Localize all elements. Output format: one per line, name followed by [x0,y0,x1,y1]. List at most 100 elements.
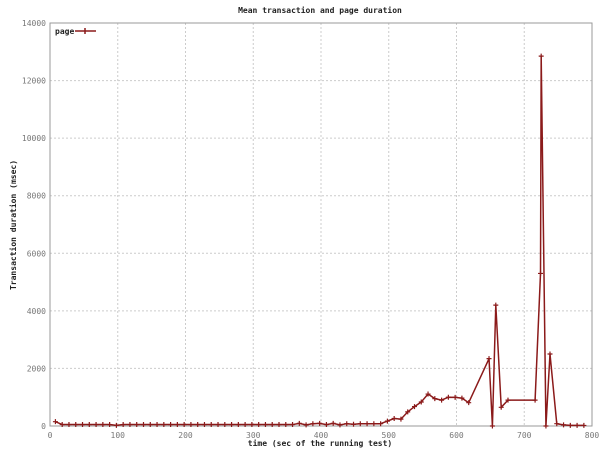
data-point [249,422,255,428]
data-point [538,270,544,276]
data-point [538,53,544,59]
data-point [581,422,587,428]
data-point [378,421,384,427]
data-point [337,422,343,428]
data-point [113,422,119,428]
data-point [215,422,221,428]
data-point [161,422,167,428]
data-point [208,422,214,428]
x-tick-label: 500 [382,431,397,440]
x-tick-label: 800 [585,431,600,440]
data-point [418,399,424,405]
data-point [344,421,350,427]
data-point [296,420,302,426]
data-point [201,422,207,428]
data-point [452,394,458,400]
data-point [567,422,573,428]
y-tick-label: 2000 [27,364,46,373]
x-tick-label: 100 [111,431,126,440]
x-tick-label: 600 [449,431,464,440]
data-point [398,416,404,422]
y-tick-label: 0 [41,422,46,431]
y-tick-label: 8000 [27,192,46,201]
y-axis-label: Transaction duration (msec) [8,160,18,290]
data-point [547,351,553,357]
data-point [134,422,140,428]
data-point [317,420,323,426]
data-point [425,391,431,397]
data-point [561,422,567,428]
data-point [256,422,262,428]
data-point [147,422,153,428]
data-point [498,404,504,410]
data-point [445,394,451,400]
data-point [120,422,126,428]
data-point [310,421,316,427]
data-point [384,418,390,424]
y-tick-label: 12000 [22,77,46,86]
data-point [93,422,99,428]
data-point [100,422,106,428]
data-point [432,396,438,402]
data-point [140,422,146,428]
data-point [195,422,201,428]
y-tick-label: 4000 [27,307,46,316]
data-point [486,356,492,362]
data-point [276,422,282,428]
data-point [323,422,329,428]
x-axis-label: time (sec of the running test) [248,438,393,448]
data-point [242,422,248,428]
y-tick-label: 10000 [22,134,46,143]
x-tick-label: 300 [246,431,261,440]
data-point [330,420,336,426]
data-point [52,419,58,425]
data-point [574,422,580,428]
plot-frame [49,22,593,427]
x-tick-label: 400 [314,431,329,440]
legend-label: page [55,27,74,36]
data-point [168,422,174,428]
data-point [229,422,235,428]
legend: page [55,27,96,36]
x-tick-label: 700 [517,431,532,440]
data-point [505,397,511,403]
data-point [371,421,377,427]
data-point [554,421,560,427]
data-point [181,422,187,428]
data-point [532,397,538,403]
data-point [66,422,72,428]
data-point [439,397,445,403]
x-tick-label: 200 [178,431,193,440]
data-point [411,404,417,410]
data-point [489,423,495,429]
x-tick-label: 0 [48,431,53,440]
data-point [283,422,289,428]
data-point [80,422,86,428]
data-point [290,422,296,428]
data-point [73,422,79,428]
data-point [174,422,180,428]
data-point [351,421,357,427]
data-point [466,400,472,406]
data-point [86,422,92,428]
data-point [107,422,113,428]
data-point [493,302,499,308]
y-tick-label: 14000 [22,19,46,28]
data-point [357,421,363,427]
chart-title: Mean transaction and page duration [238,5,402,15]
data-point [543,423,549,429]
data-point [188,422,194,428]
data-point [364,421,370,427]
data-point [235,422,241,428]
data-point [222,422,228,428]
data-point [303,422,309,428]
data-point [269,422,275,428]
data-point [459,395,465,401]
data-point [391,416,397,422]
data-point [405,409,411,415]
data-point [127,422,133,428]
y-tick-label: 6000 [27,249,46,258]
data-point [154,422,160,428]
data-point [59,422,65,428]
